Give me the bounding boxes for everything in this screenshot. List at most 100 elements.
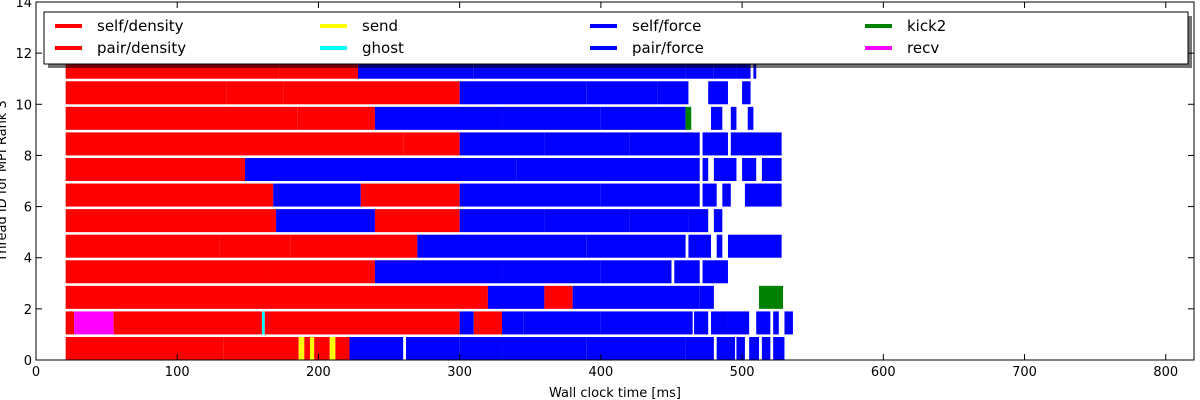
- task-bar-thread-1: [694, 311, 709, 335]
- task-bar-thread-1: [711, 311, 728, 335]
- y-tick-label: 6: [24, 201, 32, 216]
- x-axis-ticks: 0 100 200 300 400 500 600 700 800: [32, 2, 1178, 380]
- task-bar-thread-6: [273, 183, 361, 207]
- task-bar-thread-1: [264, 311, 460, 335]
- task-bar-thread-1: [523, 311, 601, 335]
- task-bar-thread-0: [314, 336, 330, 360]
- x-axis-label: Wall clock time [ms]: [549, 386, 681, 400]
- task-bar-thread-1: [459, 311, 474, 335]
- task-bar-thread-1: [261, 311, 265, 335]
- task-bar-thread-4: [65, 234, 220, 258]
- legend-label: self/force: [632, 17, 701, 35]
- y-tick-label: 0: [24, 354, 32, 369]
- task-bar-thread-1: [65, 311, 75, 335]
- x-tick-label: 300: [447, 365, 472, 380]
- task-bar-thread-7: [615, 157, 700, 181]
- task-bar-thread-1: [727, 311, 750, 335]
- task-bar-thread-1: [74, 311, 77, 335]
- task-bar-thread-0: [685, 336, 714, 360]
- task-bar-thread-1: [784, 311, 793, 335]
- task-bar-thread-5: [459, 209, 545, 233]
- task-bar-thread-9: [65, 106, 298, 130]
- task-bar-thread-1: [473, 311, 503, 335]
- legend-label: pair/density: [97, 39, 186, 57]
- task-bar-thread-10: [283, 81, 460, 105]
- task-bar-thread-1: [502, 311, 524, 335]
- task-bar-thread-8: [65, 132, 404, 156]
- task-bar-thread-6: [702, 183, 717, 207]
- legend-label: recv: [907, 39, 939, 57]
- task-bar-thread-0: [309, 336, 315, 360]
- task-bar-thread-10: [65, 81, 227, 105]
- task-bar-thread-0: [65, 336, 224, 360]
- task-bar-thread-9: [711, 106, 723, 130]
- task-bar-thread-10: [742, 81, 751, 105]
- task-bar-thread-4: [688, 234, 712, 258]
- task-bar-thread-3: [674, 260, 700, 284]
- task-bar-thread-10: [657, 81, 689, 105]
- legend-label: send: [362, 17, 398, 35]
- x-tick-label: 500: [730, 365, 755, 380]
- y-tick-label: 12: [15, 47, 32, 62]
- task-bar-thread-5: [374, 209, 460, 233]
- task-bar-thread-10: [459, 81, 587, 105]
- task-bar-thread-0: [773, 336, 785, 360]
- y-tick-label: 8: [24, 149, 32, 164]
- task-bar-thread-7: [742, 157, 757, 181]
- legend: self/density pair/density send ghost self/fo…: [43, 11, 1192, 68]
- task-bar-thread-0: [749, 336, 760, 360]
- task-bar-thread-5: [544, 209, 630, 233]
- legend-label: ghost: [362, 39, 404, 57]
- thread-bars: [65, 55, 793, 360]
- task-bar-thread-5: [629, 209, 689, 233]
- task-bar-thread-6: [459, 183, 601, 207]
- task-bar-thread-2: [405, 285, 488, 309]
- task-bar-thread-3: [374, 260, 503, 284]
- legend-box: [43, 11, 1189, 65]
- task-bar-thread-4: [586, 234, 686, 258]
- task-bar-thread-7: [65, 157, 246, 181]
- task-bar-thread-5: [688, 209, 709, 233]
- legend-label: kick2: [907, 17, 946, 35]
- task-bar-thread-7: [761, 157, 782, 181]
- task-bar-thread-8: [544, 132, 630, 156]
- x-tick-label: 700: [1012, 365, 1037, 380]
- task-bar-thread-8: [702, 132, 728, 156]
- task-bar-thread-5: [713, 209, 723, 233]
- y-axis-label: Thread ID for MPI Rank 3: [0, 100, 10, 262]
- task-bar-thread-6: [360, 183, 460, 207]
- task-bar-thread-6: [744, 183, 782, 207]
- x-tick-label: 800: [1153, 365, 1178, 380]
- task-bar-thread-9: [502, 106, 601, 130]
- task-bar-thread-0: [761, 336, 771, 360]
- task-bar-thread-4: [417, 234, 587, 258]
- task-bar-thread-9: [600, 106, 686, 130]
- plot-frame: [35, 1, 1195, 361]
- task-bar-thread-9: [297, 106, 375, 130]
- task-bar-thread-9: [685, 106, 692, 130]
- task-bar-thread-7: [702, 157, 709, 181]
- task-bar-thread-1: [600, 311, 693, 335]
- task-bar-thread-0: [298, 336, 305, 360]
- x-tick-label: 400: [588, 365, 613, 380]
- task-bar-thread-2: [544, 285, 573, 309]
- task-bar-thread-3: [269, 260, 375, 284]
- task-bar-thread-2: [572, 285, 615, 309]
- task-bar-thread-7: [713, 157, 737, 181]
- task-bar-thread-0: [304, 336, 310, 360]
- task-bar-thread-0: [405, 336, 460, 360]
- task-bar-thread-0: [223, 336, 299, 360]
- task-bar-thread-2: [65, 285, 406, 309]
- task-bar-thread-0: [586, 336, 686, 360]
- task-bar-thread-2: [487, 285, 545, 309]
- task-bar-thread-10: [586, 81, 658, 105]
- task-bar-thread-1: [773, 311, 779, 335]
- task-bar-thread-10: [708, 81, 728, 105]
- task-bar-thread-4: [290, 234, 418, 258]
- task-bar-thread-0: [459, 336, 503, 360]
- task-bar-thread-9: [747, 106, 754, 130]
- task-bar-thread-1: [756, 311, 771, 335]
- task-bar-thread-10: [226, 81, 284, 105]
- task-bar-thread-0: [502, 336, 587, 360]
